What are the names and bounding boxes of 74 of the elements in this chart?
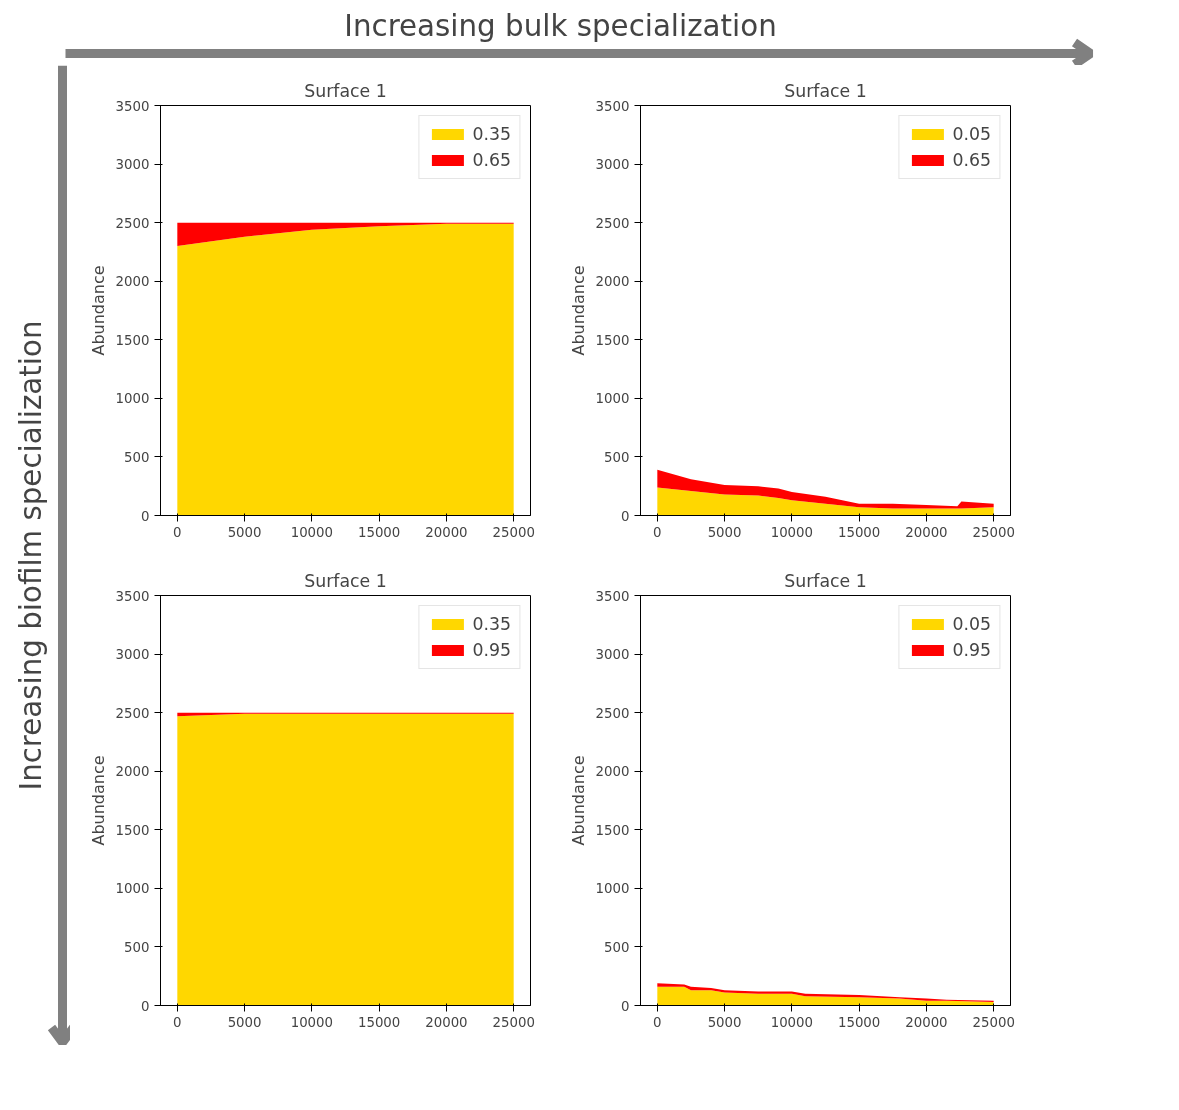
- y-tick-label: 3500: [595, 98, 630, 114]
- y-tick-label: 500: [604, 939, 630, 955]
- y-tick-label: 0: [621, 508, 630, 524]
- x-tick-label: 25000: [492, 1014, 535, 1030]
- y-tick-label: 2500: [595, 705, 630, 721]
- y-tick-label: 1500: [595, 332, 630, 348]
- x-tick-label: 5000: [227, 1014, 262, 1030]
- y-tick-label: 1000: [595, 881, 630, 897]
- legend-label: 0.95: [472, 640, 511, 660]
- y-tick-label: 2000: [115, 274, 150, 290]
- x-tick-label: 10000: [290, 1014, 334, 1030]
- chart-title: Surface 1: [784, 570, 867, 591]
- x-tick-label: 20000: [425, 524, 468, 540]
- y-tick-label: 500: [604, 449, 630, 465]
- y-tick-label: 1500: [115, 822, 150, 838]
- x-tick-label: 20000: [905, 1014, 948, 1030]
- y-tick-label: 2000: [115, 764, 150, 780]
- y-tick-label: 1500: [115, 332, 150, 348]
- x-tick-label: 15000: [837, 524, 881, 540]
- x-tick-label: 0: [173, 524, 182, 540]
- x-tick-label: 10000: [290, 524, 334, 540]
- x-tick-label: 15000: [357, 524, 401, 540]
- y-tick-label: 2000: [595, 274, 630, 290]
- y-tick-label: 2000: [595, 764, 630, 780]
- y-tick-label: 3000: [115, 157, 150, 173]
- y-tick-label: 1000: [115, 391, 150, 407]
- y-axis-title: Abundance: [88, 755, 108, 846]
- x-tick-label: 5000: [707, 524, 742, 540]
- y-tick-label: 0: [141, 998, 150, 1014]
- y-tick-label: 3500: [115, 588, 150, 604]
- x-tick-label: 0: [653, 524, 662, 540]
- y-tick-label: 1000: [115, 881, 150, 897]
- x-tick-label: 10000: [770, 524, 814, 540]
- x-tick-label: 25000: [972, 524, 1015, 540]
- y-axis-title: Abundance: [568, 265, 588, 356]
- y-axis-title: Abundance: [568, 755, 588, 846]
- y-tick-label: 500: [124, 939, 150, 955]
- y-tick-label: 2500: [115, 215, 150, 231]
- x-tick-label: 25000: [492, 524, 535, 540]
- legend-label: 0.35: [472, 614, 511, 634]
- y-tick-label: 2500: [115, 705, 150, 721]
- legend-label: 0.65: [952, 150, 991, 170]
- chart-title: Surface 1: [304, 80, 387, 101]
- text: Increasing bulk specialization: [344, 8, 777, 43]
- x-tick-label: 10000: [770, 1014, 814, 1030]
- x-tick-label: 15000: [837, 1014, 881, 1030]
- x-tick-label: 15000: [357, 1014, 401, 1030]
- text: Increasing biofilm specialization: [13, 320, 48, 791]
- legend-label: 0.35: [472, 124, 511, 144]
- y-tick-label: 1000: [595, 391, 630, 407]
- y-tick-label: 500: [124, 449, 150, 465]
- x-tick-label: 20000: [425, 1014, 468, 1030]
- x-tick-label: 5000: [227, 524, 262, 540]
- legend-label: 0.65: [472, 150, 511, 170]
- y-tick-label: 0: [141, 508, 150, 524]
- x-tick-label: 5000: [707, 1014, 742, 1030]
- chart-title: Surface 1: [304, 570, 387, 591]
- x-tick-label: 25000: [972, 1014, 1015, 1030]
- y-axis-title: Abundance: [88, 265, 108, 356]
- y-tick-label: 0: [621, 998, 630, 1014]
- chart-title: Surface 1: [784, 80, 867, 101]
- legend-label: 0.05: [952, 124, 991, 144]
- y-tick-label: 3000: [595, 157, 630, 173]
- y-tick-label: 2500: [595, 215, 630, 231]
- x-tick-label: 0: [653, 1014, 662, 1030]
- y-tick-label: 1500: [595, 822, 630, 838]
- x-tick-label: 0: [173, 1014, 182, 1030]
- y-tick-label: 3000: [115, 647, 150, 663]
- y-tick-label: 3500: [115, 98, 150, 114]
- x-tick-label: 20000: [905, 524, 948, 540]
- legend-label: 0.05: [952, 614, 991, 634]
- y-tick-label: 3000: [595, 647, 630, 663]
- y-tick-label: 3500: [595, 588, 630, 604]
- legend-label: 0.95: [952, 640, 991, 660]
